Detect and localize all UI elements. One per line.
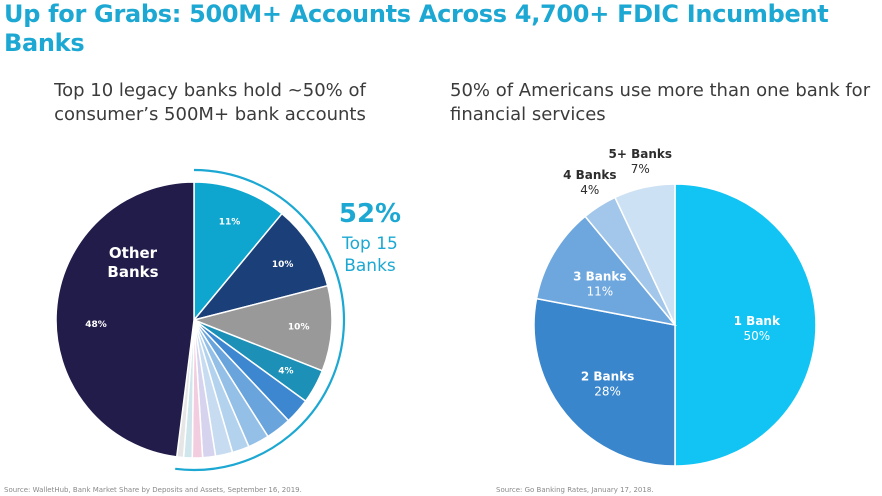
right-pie-slice-label-4: 5+ Banks	[609, 147, 673, 161]
left-pie-slice-0	[193, 181, 284, 323]
left-pie-slice-1	[191, 212, 329, 322]
right-pie-slice-label-1: 2 Banks	[581, 370, 634, 384]
right-pie-value-label-3: 4%	[580, 183, 599, 197]
right-pie-value-label-0: 50%	[743, 329, 770, 343]
right-chart-subtitle: 50% of Americans use more than one bank …	[450, 80, 871, 125]
left-pie-slice-label-13-1: Banks	[107, 263, 158, 281]
left-pie-slice-2	[191, 284, 333, 372]
left-pie-slice-label-13-0: Other	[109, 244, 158, 262]
left-pie-value-label-3: 4%	[278, 367, 293, 377]
left-chart-subtitle: Top 10 legacy banks hold ~50% of consume…	[54, 80, 366, 125]
callout-label-line-2: Banks	[344, 256, 396, 276]
left-pie-value-label-2: 10%	[288, 323, 310, 333]
top15-bracket-arc	[175, 168, 346, 472]
right-pie-slice-4	[613, 183, 676, 326]
left-chart-source: Source: WalletHub, Bank Market Share by …	[4, 486, 302, 494]
right-pie-slice-0	[674, 183, 817, 467]
left-pie-slice-13	[55, 181, 195, 458]
right-pie-slice-2	[535, 215, 677, 327]
left-pie-value-label-0: 11%	[219, 217, 241, 227]
callout-label-line-1: Top 15	[341, 234, 398, 254]
right-chart-source: Source: Go Banking Rates, January 17, 20…	[496, 486, 654, 494]
right-pie-slice-label-2: 3 Banks	[573, 270, 626, 284]
right-pie-slice-label-0: 1 Bank	[734, 314, 781, 328]
right-pie-value-label-2: 11%	[586, 285, 613, 299]
callout-value: 52%	[339, 199, 401, 229]
page-title: Up for Grabs: 500M+ Accounts Across 4,70…	[4, 0, 829, 57]
right-pie-slice-label-3: 4 Banks	[563, 168, 616, 182]
right-pie-value-label-1: 28%	[594, 385, 621, 399]
right-pie-value-label-4: 7%	[631, 162, 650, 176]
left-pie-value-label-13: 48%	[85, 320, 107, 330]
left-pie-value-label-1: 10%	[272, 260, 294, 270]
right-pie-slice-1	[533, 297, 676, 467]
